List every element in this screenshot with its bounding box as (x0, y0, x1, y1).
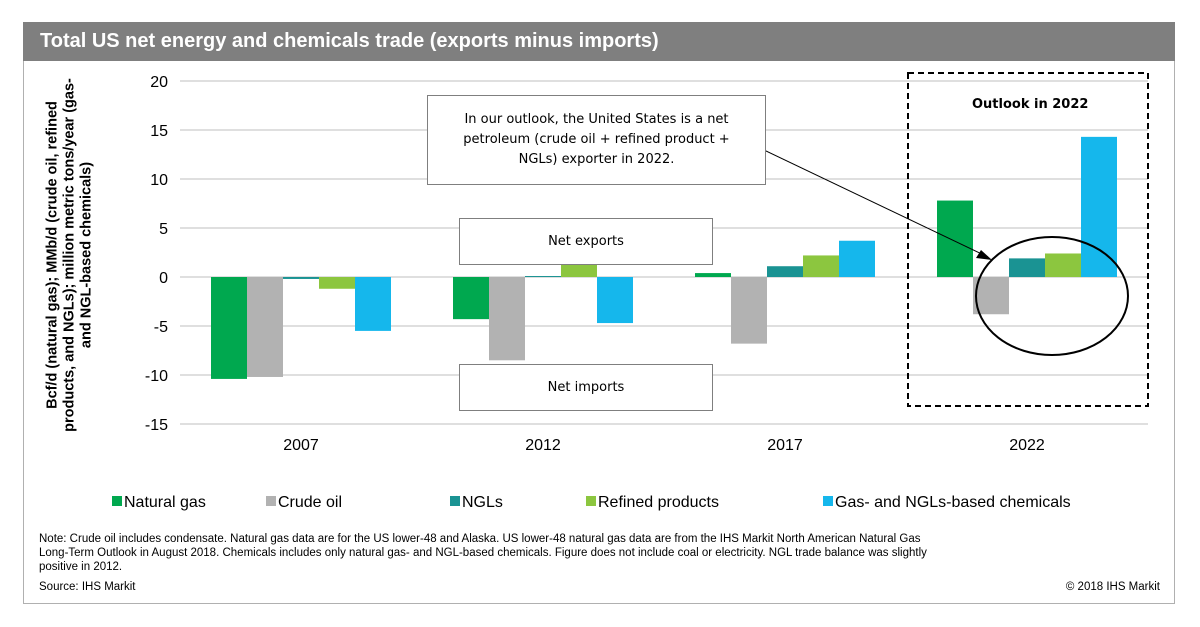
legend-swatch (823, 496, 833, 506)
legend: Natural gas Crude oil NGLs Refined products… (112, 494, 1071, 511)
bar-2012-4 (597, 277, 633, 324)
bar-2007-2 (283, 277, 319, 279)
x-tick-label: 2017 (767, 437, 803, 454)
bar-2007-3 (319, 277, 355, 289)
y-tick-label: 5 (159, 221, 168, 238)
legend-swatch (266, 496, 276, 506)
callout-box: In our outlook, the United States is a n… (427, 95, 766, 185)
net-exports-label: Net exports (459, 218, 713, 265)
y-tick-label: 20 (150, 74, 168, 91)
legend-swatch (450, 496, 460, 506)
bar-2022-2 (1009, 258, 1045, 277)
bar-2012-0 (453, 277, 489, 320)
y-tick-label: -10 (145, 368, 168, 385)
legend-swatch (586, 496, 596, 506)
callout-arrowhead (976, 250, 992, 260)
bar-2012-3 (561, 264, 597, 277)
bar-2007-1 (247, 277, 283, 377)
bar-2007-0 (211, 277, 247, 379)
outlook-dashed-box (907, 72, 1149, 407)
x-tick-label: 2022 (1009, 437, 1045, 454)
bar-2007-4 (355, 277, 391, 331)
bar-2022-0 (937, 200, 973, 277)
y-tick-label: 0 (159, 270, 168, 287)
outlook-label: Outlook in 2022 (972, 97, 1089, 112)
legend-label: NGLs (462, 494, 503, 511)
bars (211, 136, 1117, 379)
legend-label: Refined products (598, 494, 719, 511)
bar-2017-3 (803, 255, 839, 277)
footnote: Note: Crude oil includes condensate. Nat… (39, 533, 927, 573)
y-tick-label: 10 (150, 172, 168, 189)
y-tick-label: 15 (150, 123, 168, 140)
bar-2017-4 (839, 240, 875, 277)
legend-swatch (112, 496, 122, 506)
x-axis-ticks: 2007 2012 2017 2022 (283, 437, 1045, 454)
bar-2012-1 (489, 277, 525, 361)
legend-label: Gas- and NGLs-based chemicals (835, 494, 1071, 511)
copyright-text: © 2018 IHS Markit (1065, 581, 1160, 593)
bar-2022-3 (1045, 253, 1081, 277)
x-tick-label: 2007 (283, 437, 319, 454)
highlight-ellipse (975, 236, 1129, 356)
y-tick-label: -5 (154, 319, 168, 336)
legend-label: Crude oil (278, 494, 342, 511)
y-axis-ticks: 20 15 10 5 0 -5 -10 -15 (145, 74, 168, 434)
x-tick-label: 2012 (525, 437, 561, 454)
chart-title: Total US net energy and chemicals trade … (40, 30, 659, 52)
source-text: Source: IHS Markit (39, 581, 136, 593)
callout-arrow-line (742, 139, 989, 258)
legend-label: Natural gas (124, 494, 206, 511)
bar-2022-1 (973, 277, 1009, 315)
net-imports-label: Net imports (459, 364, 713, 411)
bar-2017-1 (731, 277, 767, 344)
bar-2022-4 (1081, 136, 1117, 277)
bar-2017-2 (767, 266, 803, 277)
bar-2012-2 (525, 276, 561, 278)
title-bar (23, 22, 1175, 61)
y-tick-label: -15 (145, 417, 168, 434)
bar-2017-0 (695, 273, 731, 277)
